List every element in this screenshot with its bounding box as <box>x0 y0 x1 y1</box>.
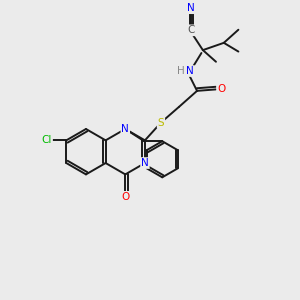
Text: O: O <box>121 192 129 202</box>
Text: Cl: Cl <box>42 135 52 145</box>
Text: C: C <box>188 25 195 35</box>
Text: N: N <box>188 3 195 13</box>
Text: N: N <box>141 158 149 168</box>
Text: S: S <box>158 118 164 128</box>
Text: H: H <box>177 66 184 76</box>
Text: O: O <box>217 84 225 94</box>
Text: N: N <box>122 124 129 134</box>
Text: N: N <box>187 66 194 76</box>
